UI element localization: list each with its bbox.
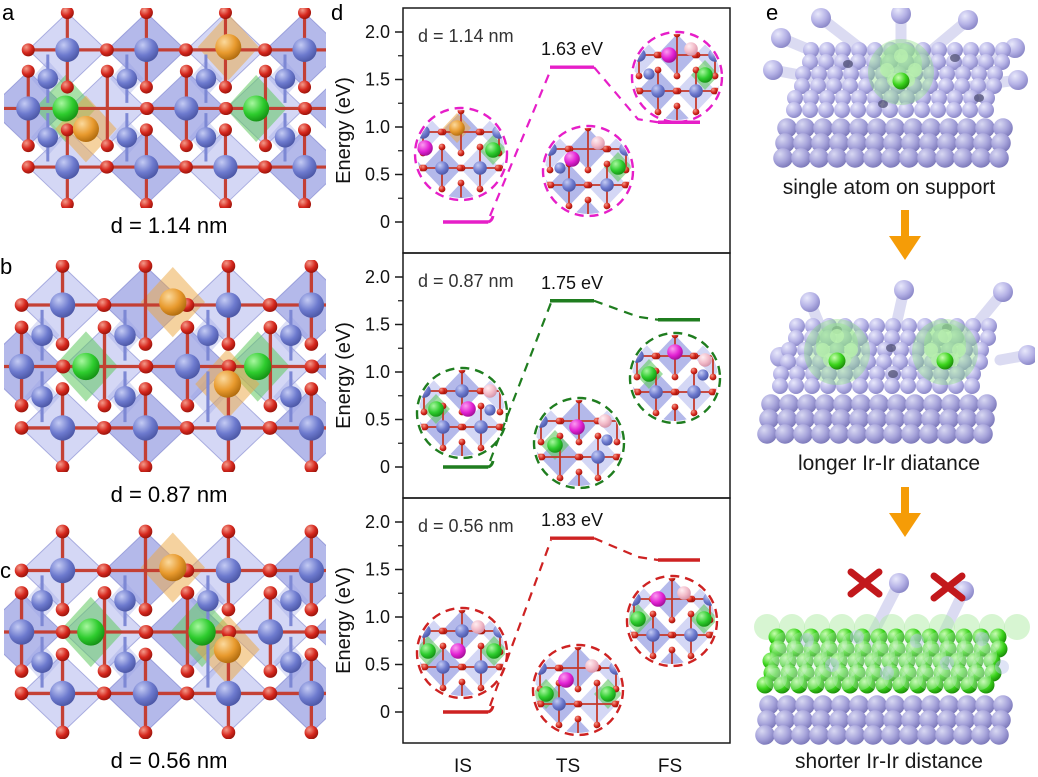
panel-label-b: b bbox=[0, 254, 13, 279]
y-tick-label: 2.0 bbox=[365, 22, 390, 42]
red-cross-icon bbox=[930, 572, 966, 602]
y-tick-label: 0.5 bbox=[365, 410, 390, 430]
y-tick-label: 0 bbox=[380, 702, 390, 722]
barrier-label: 1.75 eV bbox=[541, 273, 603, 293]
e-step2-caption: longer Ir-Ir diatance bbox=[797, 452, 981, 475]
y-tick-label: 1.5 bbox=[365, 70, 390, 90]
barrier-label: 1.83 eV bbox=[541, 510, 603, 530]
render-single-atom-on-support bbox=[763, 8, 1028, 168]
y-tick-label: 0 bbox=[380, 212, 390, 232]
panel-label-c: c bbox=[0, 558, 11, 583]
subplot-title: d = 1.14 nm bbox=[418, 26, 514, 46]
down-arrow-icon bbox=[889, 210, 921, 260]
barrier-label: 1.63 eV bbox=[541, 39, 603, 59]
x-state-label: IS bbox=[454, 756, 472, 777]
panel-c-caption: d = 0.56 nm bbox=[110, 748, 228, 773]
y-tick-label: 0 bbox=[380, 457, 390, 477]
x-state-label: TS bbox=[556, 756, 580, 777]
panel-label-e: e bbox=[766, 0, 779, 25]
panel-label-d: d bbox=[331, 0, 344, 25]
e-step3-caption: shorter Ir-Ir distance bbox=[795, 750, 983, 773]
energy-profile-diagram: 0 0.5 1.0 1.5 2.0 Energy (eV) d = 1.14 nm 1.63 … bbox=[333, 7, 731, 777]
subplot-title: d = 0.56 nm bbox=[418, 516, 514, 536]
y-tick-label: 1.0 bbox=[365, 362, 390, 382]
x-state-label: FS bbox=[658, 756, 682, 777]
down-arrow-icon bbox=[889, 487, 921, 537]
y-axis-label: Energy (eV) bbox=[333, 77, 355, 184]
red-cross-icon bbox=[847, 568, 883, 598]
crystal-structure-c bbox=[4, 524, 326, 739]
y-axis-label: Energy (eV) bbox=[333, 322, 355, 429]
y-tick-label: 0.5 bbox=[365, 165, 390, 185]
y-axis-label: Energy (eV) bbox=[333, 567, 355, 674]
y-tick-label: 1.5 bbox=[365, 560, 390, 580]
render-shorter-irir-distance bbox=[754, 568, 1030, 745]
render-longer-irir-distance bbox=[757, 280, 1035, 444]
y-tick-label: 1.0 bbox=[365, 117, 390, 137]
y-tick-label: 2.0 bbox=[365, 267, 390, 287]
e-step1-caption: single atom on support bbox=[782, 176, 996, 199]
y-tick-label: 1.5 bbox=[365, 315, 390, 335]
y-tick-label: 1.0 bbox=[365, 607, 390, 627]
y-tick-label: 0.5 bbox=[365, 655, 390, 675]
crystal-structure-a bbox=[4, 8, 326, 208]
panel-a-caption: d = 1.14 nm bbox=[110, 213, 228, 238]
panel-label-a: a bbox=[2, 0, 15, 25]
subplot-title: d = 0.87 nm bbox=[418, 271, 514, 291]
panel-b-caption: d = 0.87 nm bbox=[110, 482, 228, 507]
y-tick-label: 2.0 bbox=[365, 512, 390, 532]
crystal-structure-b bbox=[4, 260, 326, 472]
